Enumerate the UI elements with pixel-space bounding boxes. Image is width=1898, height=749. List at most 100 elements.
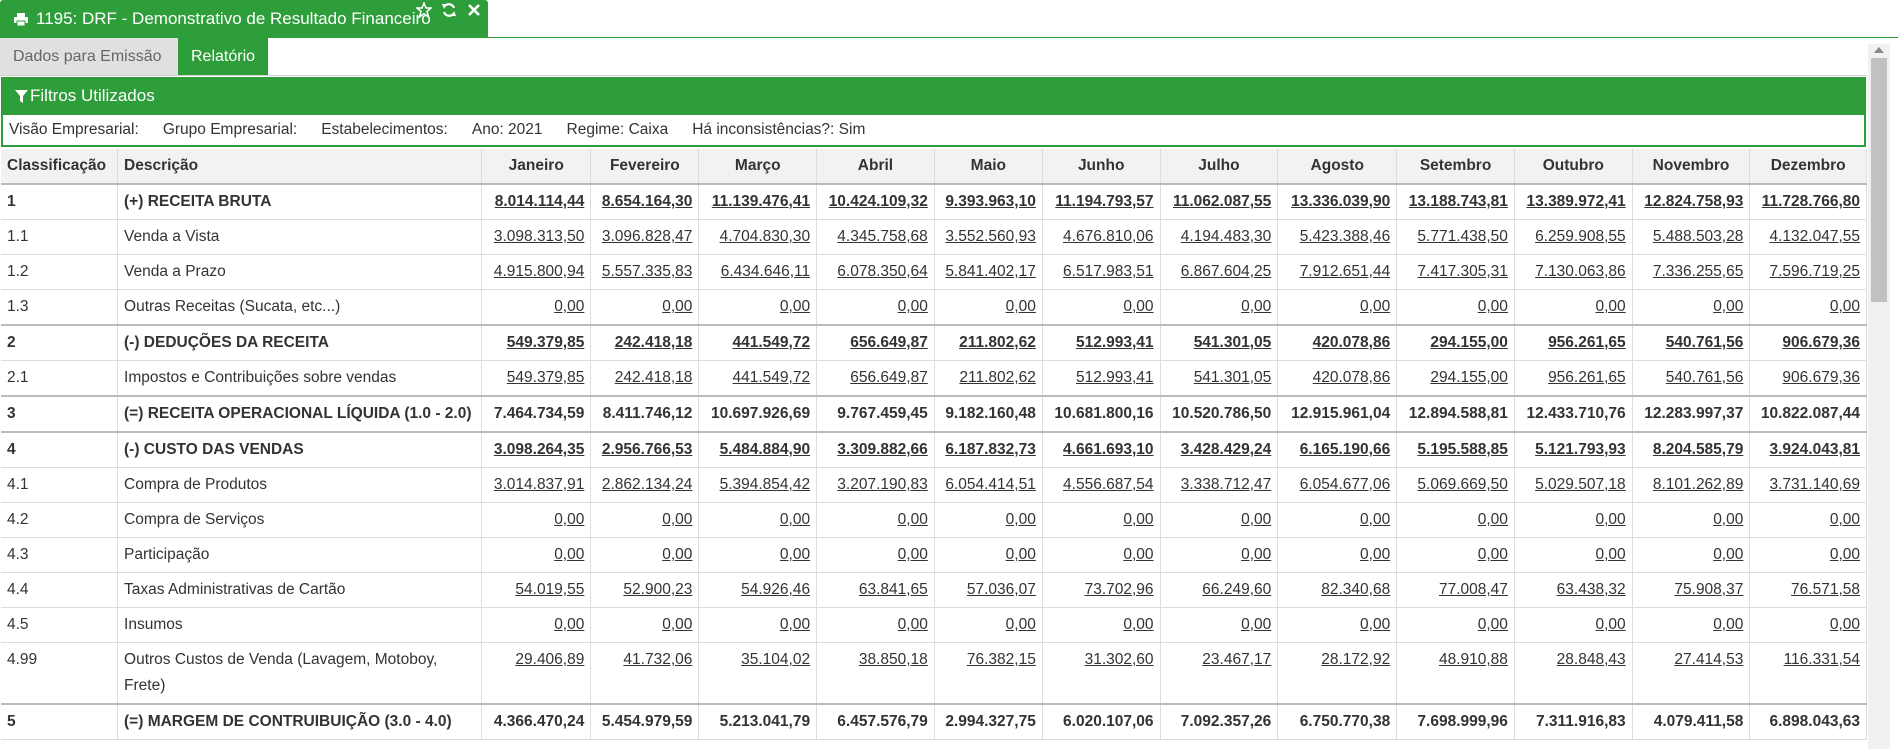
value-link[interactable]: 512.993,41: [1042, 324, 1161, 361]
value-link[interactable]: 3.338.712,47: [1160, 467, 1279, 503]
value-link[interactable]: 12.824.758,93: [1632, 183, 1751, 220]
star-icon[interactable]: [415, 0, 433, 19]
value-link[interactable]: 0,00: [590, 537, 700, 573]
value-link[interactable]: 549.379,85: [481, 360, 592, 397]
value-link[interactable]: 956.261,65: [1514, 324, 1633, 361]
value-link[interactable]: 63.438,32: [1514, 572, 1633, 608]
value-link[interactable]: 7.596.719,25: [1749, 254, 1867, 290]
value-link[interactable]: 35.104,02: [698, 642, 818, 705]
value-link[interactable]: 11.728.766,80: [1749, 183, 1867, 220]
value-link[interactable]: 5.841.402,17: [934, 254, 1043, 290]
column-header-month[interactable]: Abril: [816, 149, 935, 185]
value-link[interactable]: 4.556.687,54: [1042, 467, 1161, 503]
value-link[interactable]: 441.549,72: [698, 360, 818, 397]
value-link[interactable]: 0,00: [1632, 607, 1751, 643]
value-link[interactable]: 0,00: [1396, 289, 1515, 326]
value-link[interactable]: 0,00: [1277, 502, 1398, 538]
value-link[interactable]: 10.424.109,32: [816, 183, 935, 220]
value-link[interactable]: 57.036,07: [934, 572, 1043, 608]
value-link[interactable]: 0,00: [1277, 607, 1398, 643]
column-header-month[interactable]: Novembro: [1632, 149, 1751, 185]
value-link[interactable]: 549.379,85: [481, 324, 592, 361]
value-link[interactable]: 0,00: [1749, 537, 1867, 573]
value-link[interactable]: 3.098.313,50: [481, 219, 592, 255]
column-header-month[interactable]: Setembro: [1396, 149, 1515, 185]
value-link[interactable]: 906.679,36: [1749, 360, 1867, 397]
value-link[interactable]: 0,00: [1160, 289, 1279, 326]
value-link[interactable]: 0,00: [816, 502, 935, 538]
value-link[interactable]: 6.517.983,51: [1042, 254, 1161, 290]
value-link[interactable]: 27.414,53: [1632, 642, 1751, 705]
value-link[interactable]: 656.649,87: [816, 324, 935, 361]
value-link[interactable]: 541.301,05: [1160, 324, 1279, 361]
value-link[interactable]: 294.155,00: [1396, 324, 1515, 361]
column-header-month[interactable]: Julho: [1160, 149, 1279, 185]
value-link[interactable]: 82.340,68: [1277, 572, 1398, 608]
value-link[interactable]: 420.078,86: [1277, 324, 1398, 361]
value-link[interactable]: 52.900,23: [590, 572, 700, 608]
value-link[interactable]: 3.207.190,83: [816, 467, 935, 503]
value-link[interactable]: 0,00: [1277, 289, 1398, 326]
value-link[interactable]: 2.862.134,24: [590, 467, 700, 503]
value-link[interactable]: 0,00: [481, 537, 592, 573]
value-link[interactable]: 7.336.255,65: [1632, 254, 1751, 290]
value-link[interactable]: 0,00: [698, 607, 818, 643]
value-link[interactable]: 28.172,92: [1277, 642, 1398, 705]
close-icon[interactable]: [466, 2, 482, 18]
value-link[interactable]: 242.418,18: [590, 324, 700, 361]
value-link[interactable]: 5.488.503,28: [1632, 219, 1751, 255]
value-link[interactable]: 5.121.793,93: [1514, 431, 1633, 468]
value-link[interactable]: 3.014.837,91: [481, 467, 592, 503]
value-link[interactable]: 0,00: [934, 502, 1043, 538]
value-link[interactable]: 76.571,58: [1749, 572, 1867, 608]
column-header-classificacao[interactable]: Classificação: [1, 149, 119, 185]
value-link[interactable]: 5.069.669,50: [1396, 467, 1515, 503]
value-link[interactable]: 211.802,62: [934, 324, 1043, 361]
value-link[interactable]: 11.194.793,57: [1042, 183, 1161, 220]
value-link[interactable]: 3.924.043,81: [1749, 431, 1867, 468]
value-link[interactable]: 6.259.908,55: [1514, 219, 1633, 255]
value-link[interactable]: 0,00: [1042, 607, 1161, 643]
value-link[interactable]: 76.382,15: [934, 642, 1043, 705]
value-link[interactable]: 0,00: [816, 289, 935, 326]
value-link[interactable]: 66.249,60: [1160, 572, 1279, 608]
column-header-month[interactable]: Outubro: [1514, 149, 1633, 185]
value-link[interactable]: 0,00: [698, 502, 818, 538]
value-link[interactable]: 0,00: [1514, 607, 1633, 643]
value-link[interactable]: 13.188.743,81: [1396, 183, 1515, 220]
value-link[interactable]: 3.096.828,47: [590, 219, 700, 255]
value-link[interactable]: 211.802,62: [934, 360, 1043, 397]
tab-relatorio[interactable]: Relatório: [178, 38, 268, 76]
value-link[interactable]: 0,00: [1514, 537, 1633, 573]
column-header-month[interactable]: Fevereiro: [590, 149, 700, 185]
value-link[interactable]: 0,00: [1749, 502, 1867, 538]
value-link[interactable]: 29.406,89: [481, 642, 592, 705]
value-link[interactable]: 541.301,05: [1160, 360, 1279, 397]
value-link[interactable]: 0,00: [1042, 537, 1161, 573]
value-link[interactable]: 0,00: [816, 607, 935, 643]
value-link[interactable]: 0,00: [1396, 502, 1515, 538]
value-link[interactable]: 31.302,60: [1042, 642, 1161, 705]
value-link[interactable]: 294.155,00: [1396, 360, 1515, 397]
value-link[interactable]: 420.078,86: [1277, 360, 1398, 397]
value-link[interactable]: 242.418,18: [590, 360, 700, 397]
window-tab[interactable]: 1195: DRF - Demonstrativo de Resultado F…: [0, 0, 488, 38]
value-link[interactable]: 0,00: [590, 607, 700, 643]
value-link[interactable]: 0,00: [590, 289, 700, 326]
value-link[interactable]: 0,00: [1749, 607, 1867, 643]
value-link[interactable]: 77.008,47: [1396, 572, 1515, 608]
value-link[interactable]: 75.908,37: [1632, 572, 1751, 608]
value-link[interactable]: 8.101.262,89: [1632, 467, 1751, 503]
value-link[interactable]: 0,00: [1514, 502, 1633, 538]
value-link[interactable]: 0,00: [698, 537, 818, 573]
value-link[interactable]: 3.731.140,69: [1749, 467, 1867, 503]
value-link[interactable]: 6.434.646,11: [698, 254, 818, 290]
value-link[interactable]: 4.915.800,94: [481, 254, 592, 290]
value-link[interactable]: 512.993,41: [1042, 360, 1161, 397]
value-link[interactable]: 0,00: [1160, 537, 1279, 573]
value-link[interactable]: 540.761,56: [1632, 324, 1751, 361]
value-link[interactable]: 441.549,72: [698, 324, 818, 361]
value-link[interactable]: 6.165.190,66: [1277, 431, 1398, 468]
column-header-month[interactable]: Agosto: [1277, 149, 1398, 185]
value-link[interactable]: 41.732,06: [590, 642, 700, 705]
